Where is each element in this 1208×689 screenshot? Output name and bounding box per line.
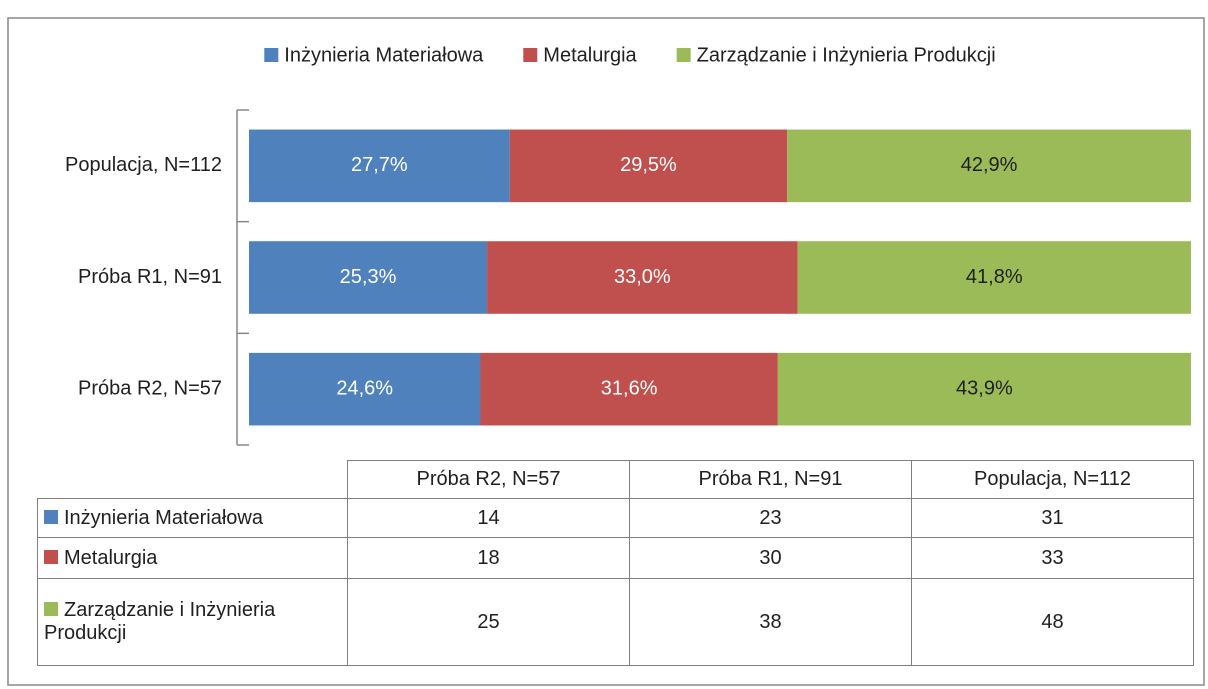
category-label: Próba R1, N=91 <box>78 266 222 288</box>
data-label: 24,6% <box>336 377 393 399</box>
table-cell: 31 <box>911 498 1194 538</box>
table-row: Metalurgia 18 30 33 <box>37 537 1194 579</box>
table-cell: 25 <box>347 578 630 666</box>
bar-segment <box>777 352 1191 426</box>
table-cell: 33 <box>911 537 1194 579</box>
data-label: 29,5% <box>620 154 677 176</box>
table-row-label: Metalurgia <box>37 537 348 579</box>
bar-segment <box>480 352 778 426</box>
table-header: Próba R2, N=57 <box>347 460 630 499</box>
category-label: Próba R2, N=57 <box>78 377 222 399</box>
legend-swatch <box>523 48 538 62</box>
legend-key <box>44 602 58 616</box>
table-cell: 14 <box>347 498 630 538</box>
row-name: Zarządzanie i Inżynieria Produkcji <box>44 599 276 644</box>
data-label: 41,8% <box>966 266 1023 288</box>
bar-segment <box>249 241 488 314</box>
row-name: Inżynieria Materiałowa <box>64 506 263 529</box>
chart-frame <box>7 17 1205 686</box>
bar-segment <box>509 129 788 203</box>
bar-segment <box>797 241 1191 314</box>
table-row-label: Zarządzanie i Inżynieria Produkcji <box>37 578 348 666</box>
table-row: Inżynieria Materiałowa 14 23 31 <box>37 498 1194 538</box>
table-corner <box>37 460 348 499</box>
data-label: 33,0% <box>614 266 671 288</box>
table-cell: 30 <box>629 537 912 579</box>
data-label: 27,7% <box>351 154 408 176</box>
table-cell: 18 <box>347 537 630 579</box>
legend-label: Metalurgia <box>543 44 637 66</box>
legend-key <box>44 509 58 524</box>
legend-key <box>44 549 58 564</box>
data-label: 25,3% <box>340 266 397 288</box>
table-header: Próba R1, N=91 <box>629 460 912 499</box>
data-label: 31,6% <box>601 377 658 399</box>
bar-segment <box>249 352 481 426</box>
data-table: Próba R2, N=57 Próba R1, N=91 Populacja, N… <box>37 460 1194 666</box>
data-label: 43,9% <box>956 377 1013 399</box>
table-header-row: Próba R2, N=57 Próba R1, N=91 Populacja, N… <box>37 460 1194 499</box>
legend-swatch <box>676 48 691 62</box>
bar-segment <box>249 129 510 203</box>
category-label: Populacja, N=112 <box>65 154 222 176</box>
bar-segment <box>787 129 1191 203</box>
table-header: Populacja, N=112 <box>911 460 1194 499</box>
legend-label: Inżynieria Materiałowa <box>284 44 484 66</box>
table-cell: 38 <box>629 578 912 666</box>
table-row-label: Inżynieria Materiałowa <box>37 498 348 538</box>
table-row: Zarządzanie i Inżynieria Produkcji 25 38 48 <box>37 578 1194 666</box>
table-cell: 48 <box>911 578 1194 666</box>
data-label: 42,9% <box>961 154 1018 176</box>
legend-swatch <box>264 48 279 62</box>
bar-segment <box>487 241 798 314</box>
row-name: Metalurgia <box>64 546 158 569</box>
legend-label: Zarządzanie i Inżynieria Produkcji <box>697 44 996 66</box>
table-cell: 23 <box>629 498 912 538</box>
